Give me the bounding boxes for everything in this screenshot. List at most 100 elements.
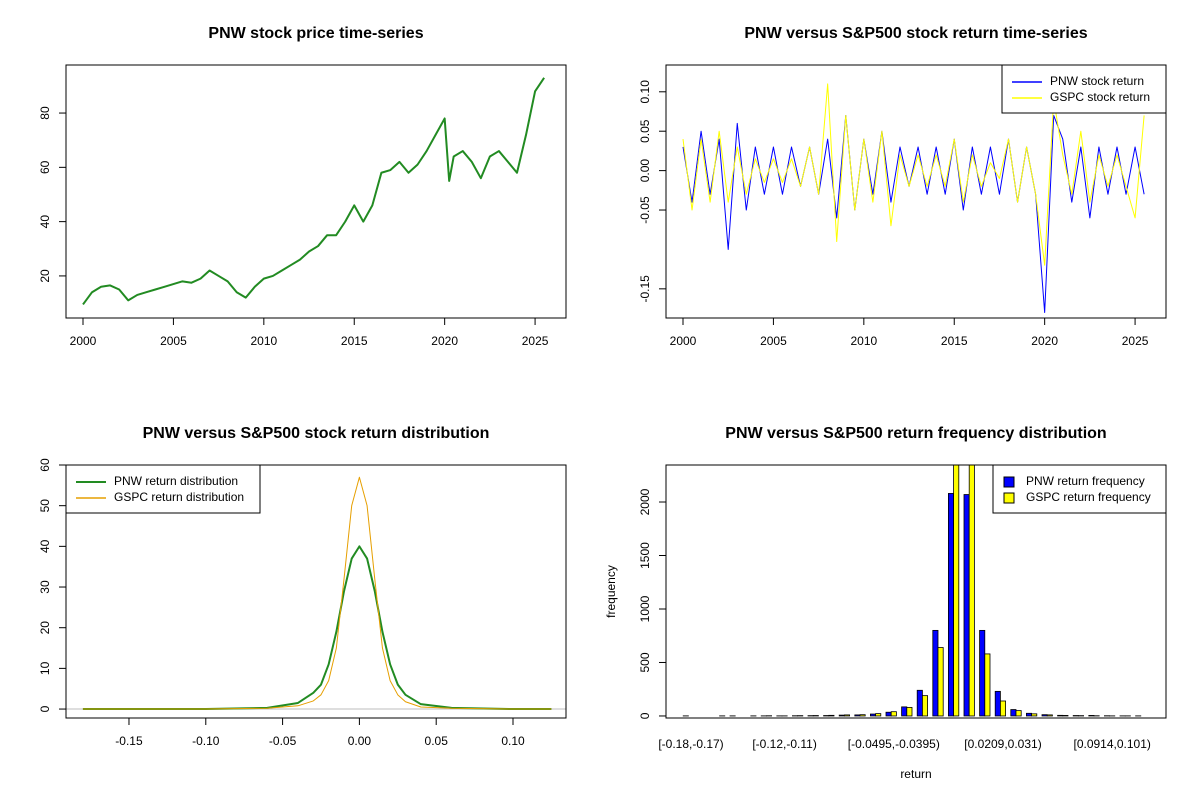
y-tick-label: 0.10 xyxy=(638,80,652,104)
bar xyxy=(963,494,970,717)
y-tick-label: 40 xyxy=(38,215,52,229)
bar xyxy=(870,713,877,717)
x-tick-label: [-0.0495,-0.0395) xyxy=(848,737,940,751)
bar xyxy=(906,707,913,717)
y-tick-label: 0.00 xyxy=(638,159,652,183)
bar xyxy=(948,493,955,717)
legend-label: PNW return frequency xyxy=(1026,474,1145,488)
y-tick-label: 60 xyxy=(38,458,52,472)
bar xyxy=(1046,714,1053,717)
y-tick-label: 1500 xyxy=(638,542,652,569)
y-tick-label: 30 xyxy=(38,580,52,594)
plot-frame xyxy=(665,64,1167,319)
x-tick-label: -0.10 xyxy=(192,734,220,748)
y-tick-label: 0 xyxy=(38,705,52,712)
bar xyxy=(838,714,845,717)
bar xyxy=(1026,712,1033,717)
x-tick-label: [0.0914,0.101) xyxy=(1073,737,1150,751)
x-tick-label: [-0.18,-0.17) xyxy=(658,737,723,751)
legend-box xyxy=(1001,64,1167,114)
y-tick-label: -0.15 xyxy=(638,275,652,303)
bar xyxy=(1015,710,1022,717)
plot-area xyxy=(682,83,1145,313)
bar xyxy=(916,689,923,717)
bar xyxy=(828,714,835,717)
bar xyxy=(901,706,908,717)
x-tick-label: 2015 xyxy=(941,334,968,348)
bar xyxy=(953,465,960,717)
legend-label: PNW stock return xyxy=(1050,74,1144,88)
bar xyxy=(885,711,892,717)
y-tick-label: 10 xyxy=(38,661,52,675)
bar xyxy=(1000,700,1007,717)
y-tick-label: 2000 xyxy=(638,488,652,515)
series-line xyxy=(82,545,552,711)
x-tick-label: [-0.12,-0.11) xyxy=(752,737,816,751)
x-tick-label: 2020 xyxy=(431,334,458,348)
chart-title: PNW versus S&P500 stock return time-seri… xyxy=(744,25,1087,42)
x-tick-label: -0.15 xyxy=(115,734,143,748)
x-tick-label: 2015 xyxy=(341,334,368,348)
legend-label: GSPC stock return xyxy=(1050,90,1150,104)
bar xyxy=(932,629,939,717)
x-tick-label: 2010 xyxy=(850,334,877,348)
bar xyxy=(994,690,1001,717)
y-tick-label: 20 xyxy=(38,621,52,635)
plot-area xyxy=(682,465,1142,717)
plot-frame xyxy=(65,64,567,319)
y-tick-label: -0.05 xyxy=(638,196,652,224)
x-axis-label: return xyxy=(900,767,931,781)
chart-title: PNW versus S&P500 return frequency distr… xyxy=(725,425,1106,442)
plot-area xyxy=(82,77,545,306)
x-tick-label: 0.05 xyxy=(425,734,449,748)
bar xyxy=(844,714,851,717)
bar xyxy=(859,714,866,717)
x-tick-label: 2005 xyxy=(760,334,787,348)
series-line xyxy=(82,476,552,710)
y-axis-label: frequency xyxy=(604,565,618,618)
legend-label: PNW return distribution xyxy=(114,474,238,488)
y-tick-label: 20 xyxy=(38,269,52,283)
chart-title: PNW versus S&P500 stock return distribut… xyxy=(143,425,490,442)
bar xyxy=(890,711,897,717)
legend-swatch xyxy=(1003,476,1015,488)
x-tick-label: 2025 xyxy=(522,334,549,348)
legend-label: GSPC return frequency xyxy=(1026,490,1151,504)
bar xyxy=(984,653,991,717)
x-tick-label: 2005 xyxy=(160,334,187,348)
bar xyxy=(922,695,929,717)
plot-frame xyxy=(65,464,567,719)
x-tick-label: 2000 xyxy=(70,334,97,348)
y-tick-label: 60 xyxy=(38,160,52,174)
x-tick-label: -0.05 xyxy=(269,734,297,748)
x-tick-label: 2010 xyxy=(250,334,277,348)
legend-box xyxy=(992,464,1167,514)
bar xyxy=(1057,714,1064,717)
x-tick-label: 0.00 xyxy=(348,734,372,748)
bar xyxy=(1041,714,1048,717)
bar xyxy=(1010,709,1017,717)
y-tick-label: 80 xyxy=(38,106,52,120)
series-line xyxy=(82,77,545,306)
x-tick-label: 0.10 xyxy=(501,734,525,748)
y-tick-label: 0.05 xyxy=(638,119,652,143)
bar xyxy=(968,465,975,717)
x-tick-label: 2025 xyxy=(1122,334,1149,348)
bar xyxy=(854,714,861,717)
y-tick-label: 500 xyxy=(638,652,652,672)
bar xyxy=(875,713,882,717)
series-line xyxy=(682,83,1145,266)
plot-frame xyxy=(665,464,1167,719)
chart-title: PNW stock price time-series xyxy=(208,25,423,42)
y-tick-label: 50 xyxy=(38,499,52,513)
x-tick-label: 2020 xyxy=(1031,334,1058,348)
bar xyxy=(1031,713,1038,717)
bar xyxy=(1062,715,1069,717)
y-tick-label: 40 xyxy=(38,539,52,553)
plot-area xyxy=(66,476,566,711)
y-tick-label: 1000 xyxy=(638,595,652,622)
y-tick-label: 0 xyxy=(638,712,652,719)
bar xyxy=(1088,715,1095,717)
